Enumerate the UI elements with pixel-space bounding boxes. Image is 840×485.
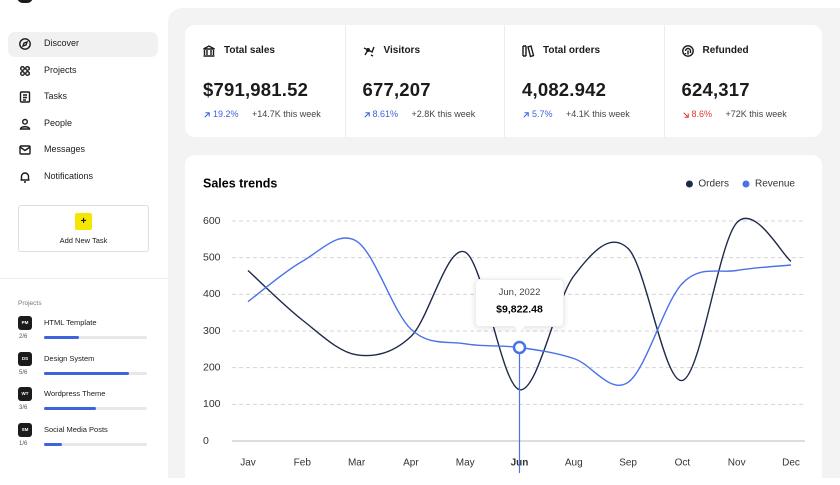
nav-icon — [20, 172, 30, 183]
chart-card: Sales trends 0 100 200 300 400 500 600 Jav Feb Mar… — [185, 155, 822, 485]
y-tick-label: 0 — [203, 435, 209, 447]
stat-value: $791,981.52 — [203, 79, 309, 100]
tooltip-value: $9,822.48 — [496, 303, 543, 315]
legend-label: Revenue — [755, 179, 795, 190]
stat-icon — [681, 45, 694, 57]
stat-change: 8.6% — [691, 109, 713, 119]
tooltip-label: Jun, 2022 — [499, 287, 541, 298]
y-tick-label: 300 — [203, 325, 221, 337]
y-tick-label: 600 — [203, 215, 221, 227]
trend-arrow — [363, 112, 370, 118]
x-tick-label: Aug — [565, 458, 583, 469]
project-badge: DS — [18, 351, 32, 366]
add-task-label: Add New Task — [59, 236, 108, 245]
stat-note: +4.1K this week — [566, 109, 630, 119]
project-name[interactable]: Design System — [44, 353, 95, 363]
stats-card: Total sales $791,981.52 19.2% +14.7K this w… — [185, 25, 822, 137]
x-tick-label: Nov — [728, 458, 746, 469]
stat-change: 19.2% — [213, 109, 239, 119]
chart-title: Sales trends — [203, 176, 277, 190]
stat-change: 8.61% — [372, 109, 399, 119]
progress-bar — [44, 336, 80, 339]
nav-icon — [19, 38, 31, 50]
project-count: 1/6 — [19, 440, 28, 447]
y-tick-label: 400 — [203, 288, 221, 300]
nav-icon — [19, 118, 31, 130]
project-badge: PM — [18, 316, 32, 330]
stat-label: Total sales — [224, 45, 275, 56]
series-line — [247, 217, 792, 391]
nav-active-bg — [8, 32, 158, 57]
nav-icon — [19, 91, 31, 103]
stat-label: Refunded — [702, 45, 749, 56]
progress-track — [44, 336, 147, 339]
projects-title: Projects — [18, 300, 42, 307]
project-name[interactable]: HTML Template — [44, 318, 97, 327]
divider — [0, 278, 168, 279]
stat-label: Total orders — [543, 45, 601, 56]
nav-item[interactable]: Messages — [44, 144, 86, 155]
x-tick-label: Mar — [348, 458, 366, 469]
project-name[interactable]: Wordpress Theme — [44, 389, 106, 398]
project-count: 5/6 — [19, 369, 28, 376]
x-tick-label: Sep — [619, 458, 637, 469]
project-name[interactable]: Social Media Posts — [44, 424, 108, 434]
stat-divider — [663, 25, 665, 137]
stat-change: 5.7% — [532, 109, 553, 119]
y-tick-label: 100 — [203, 398, 221, 410]
highlight-point — [512, 340, 527, 355]
trend-arrow — [523, 112, 529, 118]
trend-arrow — [682, 112, 689, 118]
project-count: 3/6 — [19, 405, 28, 411]
nav-item[interactable]: People — [44, 117, 73, 128]
add-task-icon: + — [75, 213, 92, 230]
x-tick-label: Oct — [675, 458, 691, 469]
x-tick-label: May — [456, 458, 475, 469]
legend-label: Orders — [698, 179, 729, 190]
stat-value: 677,207 — [362, 79, 431, 100]
stat-icon — [203, 45, 215, 57]
x-tick-label: Feb — [294, 458, 312, 469]
progress-track — [44, 442, 147, 446]
x-tick-label: Apr — [403, 458, 419, 469]
project-badge: WT — [18, 387, 32, 401]
progress-bar — [44, 442, 62, 446]
nav-item[interactable]: Projects — [44, 64, 77, 75]
trend-arrow — [204, 112, 210, 118]
y-tick-label: 500 — [203, 251, 221, 263]
x-tick-label: Jav — [240, 458, 256, 469]
stat-divider — [504, 25, 505, 137]
project-count: 2/6 — [19, 334, 28, 340]
project-badge: SM — [18, 422, 32, 437]
legend-swatch — [685, 180, 693, 188]
stat-note: +72K this week — [725, 109, 787, 119]
tooltip-pointer — [514, 326, 525, 333]
sidebar: Discover Projects Tasks People Messages Notif… — [0, 0, 168, 473]
nav-item[interactable]: Notifications — [44, 171, 94, 181]
stat-divider — [344, 25, 346, 137]
stat-note: +14.7K this week — [252, 109, 321, 119]
stat-value: 4,082.942 — [522, 79, 607, 100]
progress-bar — [44, 407, 96, 410]
stat-icon — [363, 46, 375, 57]
y-tick-label: 200 — [203, 361, 221, 373]
nav-icon — [20, 65, 30, 76]
stat-icon — [522, 45, 535, 58]
logo — [17, 0, 33, 3]
add-task-button[interactable]: + Add New Task — [18, 205, 149, 252]
nav-item[interactable]: Discover — [44, 38, 80, 48]
stat-value: 624,317 — [681, 79, 750, 100]
nav-icon — [19, 145, 31, 156]
progress-track — [44, 407, 147, 410]
nav-item[interactable]: Tasks — [44, 91, 68, 102]
legend-swatch — [742, 180, 750, 188]
stat-note: +2.8K this week — [411, 109, 476, 119]
chart: Sales trends 0 100 200 300 400 500 600 Jav Feb Mar… — [203, 176, 805, 473]
x-tick-label: Dec — [782, 458, 800, 469]
stat-label: Visitors — [383, 45, 421, 56]
progress-bar — [44, 371, 130, 375]
